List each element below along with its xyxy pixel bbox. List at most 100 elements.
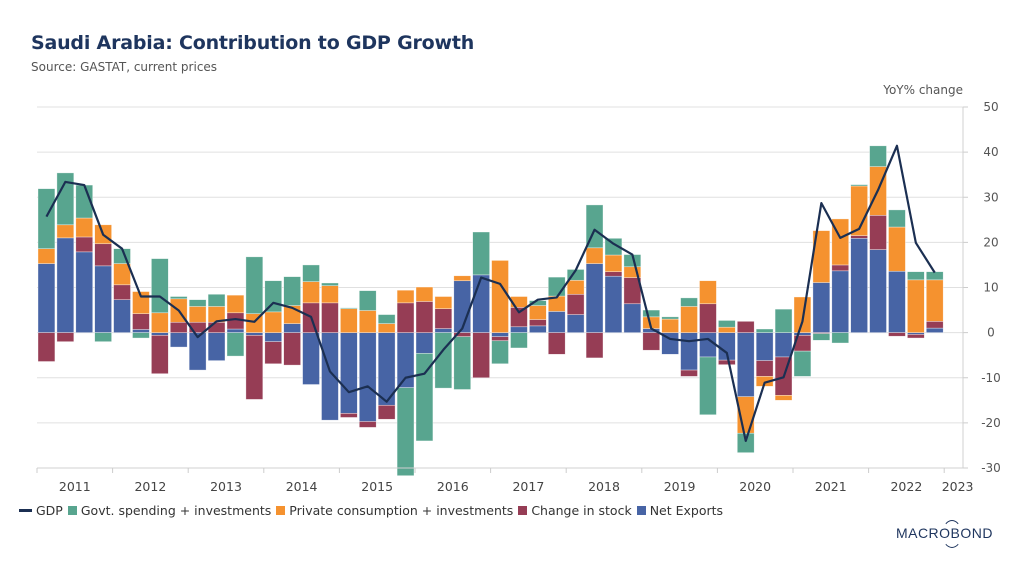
bar-govt xyxy=(264,280,282,313)
bar-govt xyxy=(94,332,112,342)
bar-govt xyxy=(755,328,774,333)
y-tick-label: 20 xyxy=(983,235,998,249)
bar-govt xyxy=(56,172,75,226)
y-tick-label: 30 xyxy=(983,190,998,204)
bar-govt xyxy=(869,145,887,167)
y-axis-label: YoY% change xyxy=(883,83,963,97)
bar-net-exports xyxy=(75,251,94,333)
bar-govt xyxy=(925,271,944,281)
bar-private xyxy=(585,247,604,264)
bar-net-exports xyxy=(113,299,131,333)
bar-stock xyxy=(547,332,566,355)
bar-net-exports xyxy=(283,323,301,333)
x-tick-label: 2019 xyxy=(664,479,696,494)
y-tick-label: -30 xyxy=(981,461,1001,475)
bar-private xyxy=(415,286,434,302)
bar-net-exports xyxy=(566,314,585,333)
legend-swatch-net-exports xyxy=(636,506,646,515)
legend-swatch-gdp xyxy=(19,509,32,512)
x-tick-label: 2012 xyxy=(134,479,166,494)
bar-govt xyxy=(699,356,717,416)
bar-private xyxy=(661,318,679,333)
bar-private xyxy=(453,275,471,282)
bar-private xyxy=(907,279,925,333)
bar-private xyxy=(226,294,245,314)
x-tick-label: 2021 xyxy=(815,479,847,494)
bar-govt xyxy=(188,299,207,307)
bar-govt xyxy=(283,276,301,306)
x-tick-label: 2014 xyxy=(286,479,318,494)
bar-private xyxy=(774,395,793,401)
bar-net-exports xyxy=(547,311,566,333)
bar-private xyxy=(377,323,396,333)
bar-net-exports xyxy=(37,263,56,333)
bar-govt xyxy=(907,271,925,281)
bar-net-exports xyxy=(340,332,358,414)
bar-private xyxy=(491,260,509,333)
bar-net-exports xyxy=(151,332,169,336)
bar-govt xyxy=(302,264,320,282)
legend-swatch-stock xyxy=(518,506,528,515)
gdp-line-layer xyxy=(45,144,936,443)
bar-stock xyxy=(94,243,112,267)
bar-stock xyxy=(850,235,868,239)
bar-stock xyxy=(75,236,94,253)
bar-private xyxy=(113,263,131,286)
bar-govt xyxy=(37,188,56,249)
bar-govt xyxy=(718,320,736,328)
bar-net-exports xyxy=(831,270,849,333)
bar-stock xyxy=(699,303,717,333)
bar-govt xyxy=(510,332,528,349)
bar-stock xyxy=(283,332,301,366)
bar-stock xyxy=(831,264,849,272)
bar-govt xyxy=(491,340,509,365)
bar-stock xyxy=(321,302,339,333)
bar-private xyxy=(264,311,282,333)
bar-net-exports xyxy=(869,249,887,333)
bar-govt xyxy=(396,387,415,476)
bar-stock xyxy=(245,335,264,400)
bar-govt xyxy=(245,256,264,314)
y-tick-label: 10 xyxy=(983,281,998,295)
legend-item-net-exports: Net Exports xyxy=(636,503,723,518)
bar-net-exports xyxy=(736,332,755,398)
logo-arc-icon xyxy=(941,520,962,548)
bar-private xyxy=(566,279,585,295)
bar-stock xyxy=(491,336,509,342)
bar-stock xyxy=(642,332,660,351)
legend-label-gdp: GDP xyxy=(36,503,63,518)
legend-item-gdp: GDP xyxy=(19,503,63,518)
bar-net-exports xyxy=(56,237,75,333)
bar-stock xyxy=(264,341,282,365)
bar-stock xyxy=(132,313,150,330)
bar-govt xyxy=(207,293,226,307)
bar-stock xyxy=(680,369,698,377)
gdp-line xyxy=(45,144,936,443)
bar-stock xyxy=(510,307,528,328)
bar-govt xyxy=(547,276,566,297)
bar-govt xyxy=(472,231,490,276)
bar-stock xyxy=(56,332,75,342)
bar-govt xyxy=(774,308,793,333)
bar-govt xyxy=(604,238,623,256)
y-tick-label: 40 xyxy=(983,145,998,159)
bar-govt xyxy=(358,290,377,311)
x-tick-label: 2016 xyxy=(437,479,469,494)
bar-net-exports xyxy=(510,326,528,333)
bar-govt xyxy=(736,432,755,453)
bar-net-exports xyxy=(415,332,434,354)
bar-govt xyxy=(680,297,698,307)
bar-govt xyxy=(888,209,906,228)
bar-private xyxy=(925,279,944,322)
bar-private xyxy=(604,254,623,273)
bar-govt xyxy=(812,333,831,341)
bar-stock xyxy=(888,332,906,337)
bar-govt xyxy=(642,309,660,318)
x-tick-label: 2011 xyxy=(59,479,91,494)
bar-private xyxy=(699,280,717,305)
bar-private xyxy=(56,224,75,239)
bar-stock xyxy=(396,302,415,333)
x-tick-label: 2013 xyxy=(210,479,242,494)
bar-stock xyxy=(755,360,774,377)
